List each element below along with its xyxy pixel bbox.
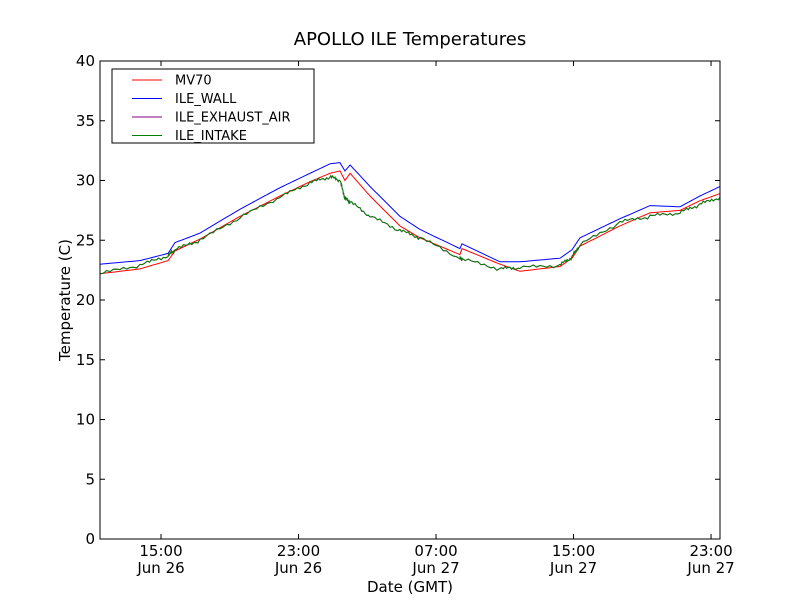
legend-label: MV70 — [175, 74, 212, 89]
y-tick-label: 15 — [76, 351, 95, 369]
y-tick-label: 30 — [76, 172, 95, 190]
x-tick-date-label: Jun 27 — [686, 559, 734, 577]
x-tick-time-label: 23:00 — [277, 542, 320, 560]
legend-label: ILE_EXHAUST_AIR — [175, 111, 291, 126]
y-tick-label: 5 — [85, 470, 95, 488]
x-tick-date-label: Jun 27 — [411, 559, 459, 577]
x-tick-date-label: Jun 26 — [274, 559, 322, 577]
x-axis-label: Date (GMT) — [367, 578, 453, 596]
y-tick-label: 35 — [76, 112, 95, 130]
legend: MV70 ILE_WALL ILE_EXHAUST_AIR ILE_INTAKE — [111, 68, 315, 144]
series-line-ile-exhaust-air — [99, 174, 721, 275]
y-tick-label: 10 — [76, 411, 95, 429]
x-tick-date-label: Jun 27 — [549, 559, 597, 577]
x-tick-time-label: 07:00 — [414, 542, 457, 560]
legend-label: ILE_INTAKE — [175, 129, 247, 144]
y-tick-label: 20 — [76, 291, 95, 309]
series-line-ile-intake — [99, 174, 721, 275]
series-line-ile-wall — [99, 162, 721, 265]
y-tick-label: 40 — [76, 52, 95, 70]
y-axis-label: Temperature (C) — [56, 239, 74, 362]
chart-title: APOLLO ILE Temperatures — [294, 29, 526, 50]
series-line-mv70 — [99, 170, 721, 275]
legend-label: ILE_WALL — [175, 92, 237, 107]
x-tick-date-label: Jun 26 — [136, 559, 184, 577]
x-tick-time-label: 23:00 — [689, 542, 732, 560]
x-tick-time-label: 15:00 — [552, 542, 595, 560]
y-tick-label: 0 — [85, 530, 95, 548]
series-layer — [99, 162, 721, 275]
legend-box — [111, 68, 315, 144]
x-tick-time-label: 15:00 — [139, 542, 182, 560]
y-tick-label: 25 — [76, 231, 95, 249]
